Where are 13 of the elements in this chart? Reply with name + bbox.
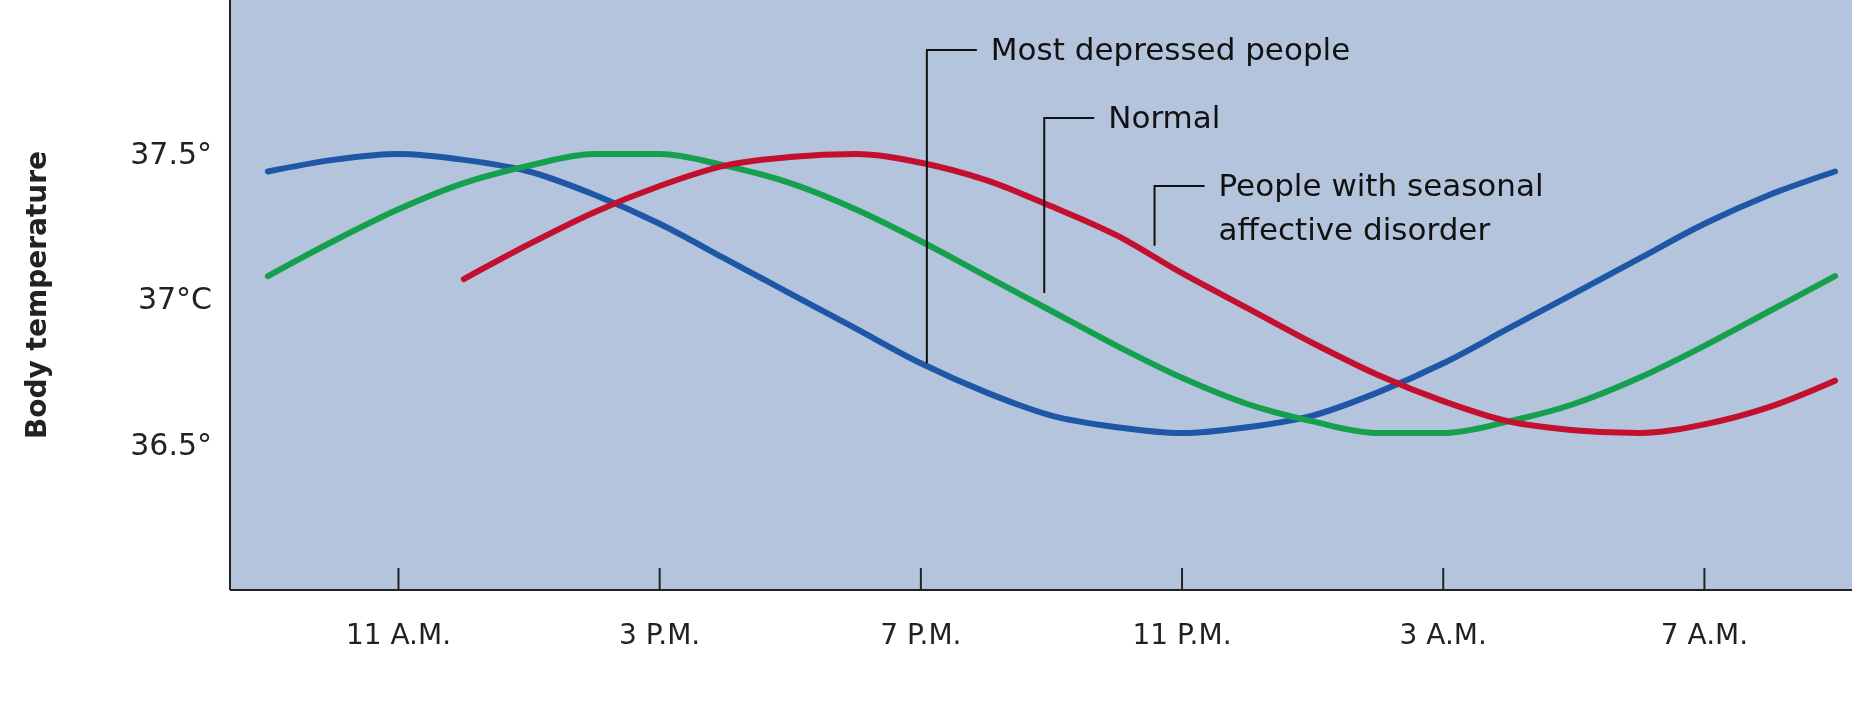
y-tick-label: 36.5° <box>130 426 212 462</box>
x-tick-label: 3 P.M. <box>619 618 701 651</box>
annotation: Most depressed people <box>990 31 1351 67</box>
annotation: People with seasonal affective disorder <box>1218 167 1544 247</box>
y-tick-label: 37°C <box>137 281 212 317</box>
x-tick-label: 3 A.M. <box>1399 618 1487 651</box>
y-tick-label: 37.5° <box>130 136 212 172</box>
x-tick-label: 7 P.M. <box>880 618 962 651</box>
annotation: Normal <box>1108 99 1221 135</box>
x-tick-label: 7 A.M. <box>1660 618 1749 651</box>
x-tick-label: 11 P.M. <box>1132 618 1232 651</box>
y-axis-title: Body temperature <box>20 150 53 440</box>
x-tick-label: 11 A.M. <box>345 618 452 651</box>
